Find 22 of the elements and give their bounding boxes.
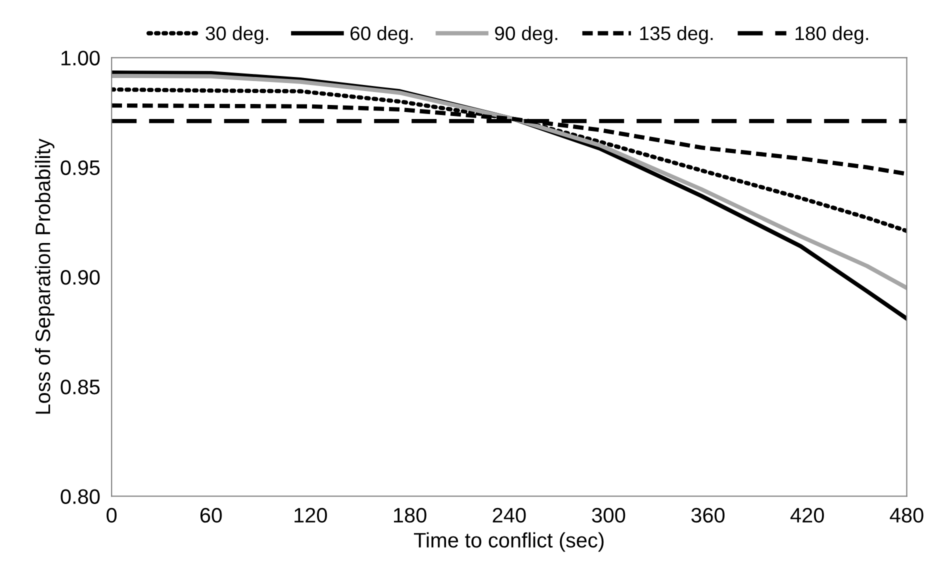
y-axis-title: Loss of Separation Probability — [34, 138, 54, 414]
x-tick-label: 0 — [106, 508, 117, 523]
y-tick-label: 0.90 — [60, 270, 100, 285]
y-tick-label: 0.85 — [60, 380, 100, 394]
y-tick-label: 0.80 — [60, 489, 100, 504]
x-tick-label: 420 — [790, 508, 824, 523]
legend-label: 30 deg. — [206, 26, 268, 44]
x-tick-label: 180 — [394, 508, 426, 523]
x-tick-label: 240 — [492, 508, 526, 523]
y-tick-label: 0.95 — [60, 160, 100, 176]
line-series — [112, 87, 907, 233]
x-tick-label: 360 — [691, 508, 725, 523]
x-tick-label: 480 — [890, 508, 924, 523]
x-tick-label: 60 — [200, 508, 222, 523]
x-axis-title: Time to conflict (sec) — [414, 532, 604, 552]
x-tick-label: 120 — [294, 508, 327, 523]
legend-label: 60 deg. — [350, 26, 413, 44]
legend-label: 180 deg. — [796, 26, 868, 44]
x-tick-label: 300 — [592, 508, 626, 523]
legend-label: 135 deg. — [640, 26, 713, 44]
y-tick-label: 1.00 — [62, 50, 100, 66]
legend-label: 90 deg. — [495, 26, 558, 44]
